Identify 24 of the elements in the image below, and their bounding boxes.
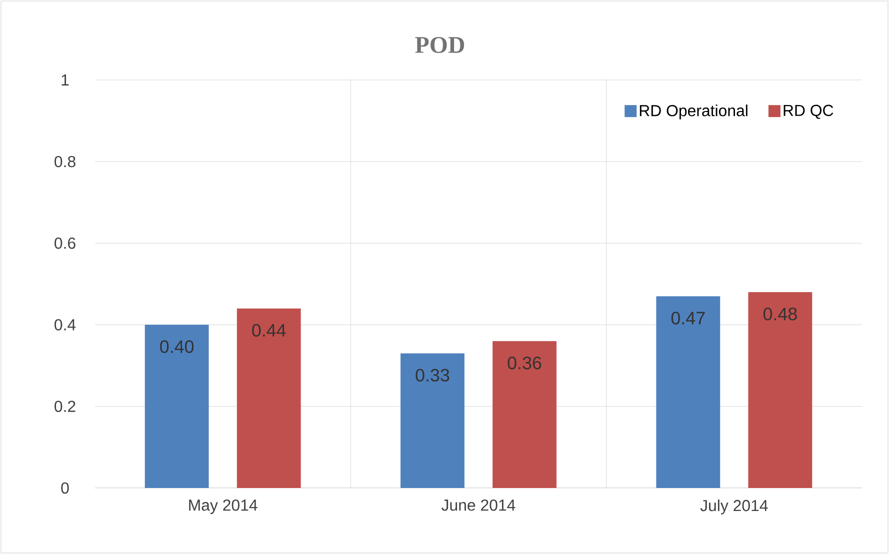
data-label: 0.33: [416, 368, 450, 382]
data-label: 0.40: [160, 340, 194, 353]
legend-label: RD QC: [784, 104, 834, 119]
y-tick-label: 0.6: [54, 238, 76, 249]
data-label: 0.47: [671, 312, 705, 324]
y-tick-label: 1: [62, 74, 69, 86]
legend-label: RD Operational: [640, 104, 748, 120]
data-label: 0.44: [252, 324, 286, 337]
x-tick-label: May 2014: [189, 500, 258, 514]
data-label: 0.48: [763, 308, 797, 320]
bar: [656, 296, 720, 488]
y-tick-label: 0: [61, 482, 69, 494]
bar: [144, 324, 209, 488]
bar: [400, 353, 464, 488]
x-tick-label: July 2014: [700, 500, 768, 514]
chart-title: POD: [415, 36, 464, 54]
data-label: 0.36: [508, 356, 542, 370]
bar: [748, 292, 812, 488]
y-tick-label: 0.8: [54, 156, 76, 168]
y-tick-label: 0.2: [54, 400, 76, 412]
bar: [236, 308, 301, 488]
y-tick-label: 0.4: [54, 319, 76, 330]
x-tick-label: June 2014: [442, 500, 516, 511]
bar: [492, 341, 556, 488]
